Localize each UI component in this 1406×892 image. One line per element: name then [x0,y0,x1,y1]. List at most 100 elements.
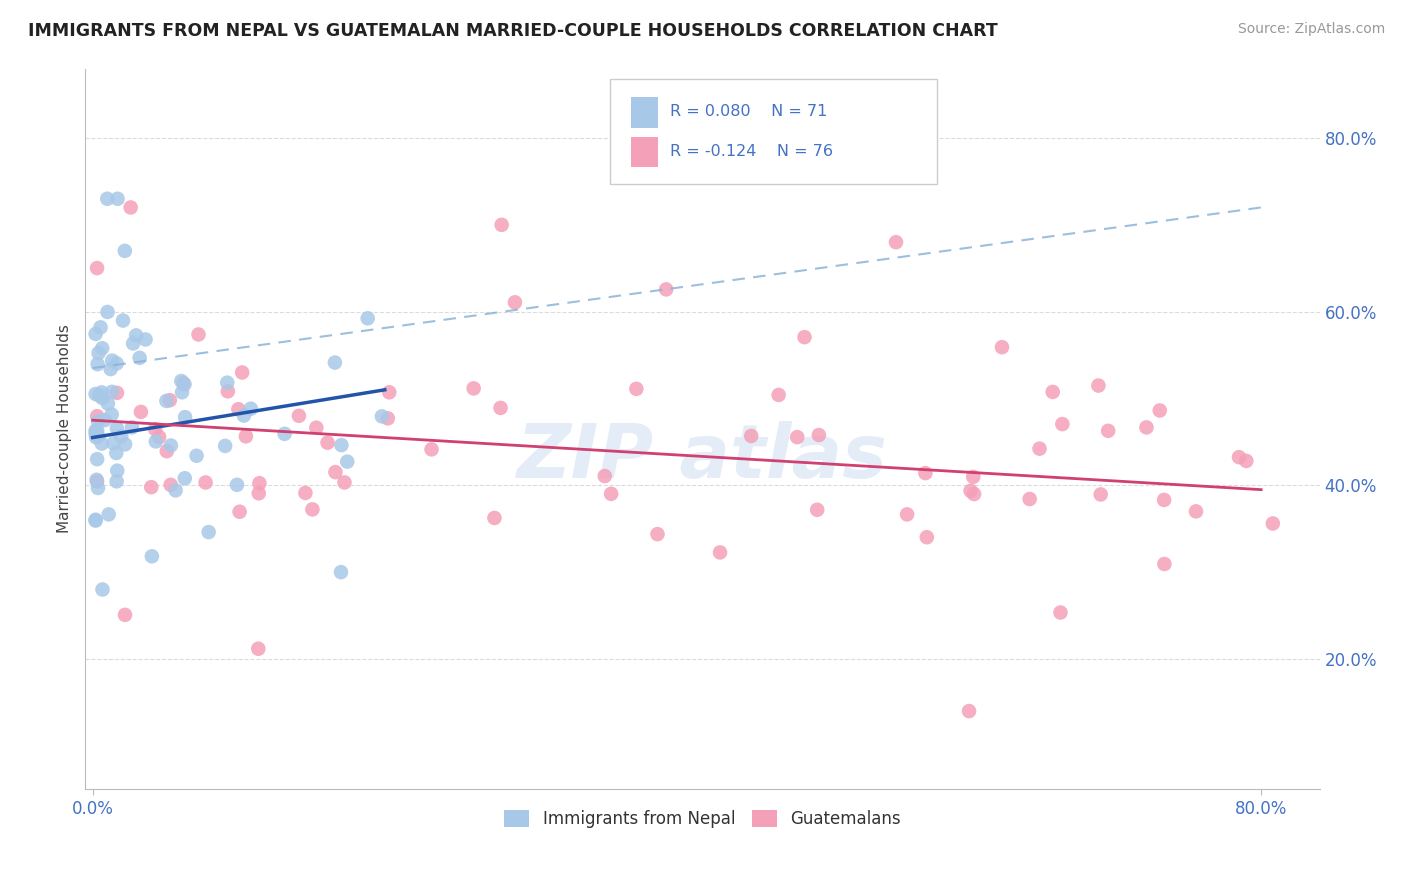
Point [101,353,124,368]
Point [122,336,145,351]
Point [273,426,295,441]
Point [249,476,271,491]
Point [155,393,177,408]
Point [173,377,195,392]
Point [600,487,623,501]
Point [96,192,118,206]
Point [232,409,254,423]
Point [1028,442,1050,456]
Text: ZIP atlas: ZIP atlas [517,421,889,494]
Point [288,409,311,423]
Point [963,487,986,501]
Point [170,385,193,400]
Point [247,641,270,656]
Point [489,401,512,415]
Point [333,475,356,490]
Point [159,478,181,492]
Point [463,381,485,395]
Point [1018,491,1040,506]
Point [655,282,678,296]
Point [97,397,120,411]
Point [1097,424,1119,438]
Point [301,502,323,516]
Point [228,505,250,519]
Point [87,414,110,428]
Point [228,402,250,417]
Point [491,218,513,232]
Point [915,530,938,544]
Point [125,328,148,343]
Point [87,346,110,360]
Point [1135,420,1157,434]
Point [896,508,918,522]
Point [217,376,239,390]
Point [294,486,316,500]
Point [217,384,239,399]
Point [86,473,108,487]
FancyBboxPatch shape [631,97,658,128]
Point [105,421,128,435]
Point [86,423,108,437]
Point [91,582,114,597]
Point [107,192,129,206]
Point [316,435,339,450]
Point [90,385,112,400]
Point [93,413,115,427]
Point [84,387,107,401]
Point [1185,504,1208,518]
Point [1090,487,1112,501]
Point [806,503,828,517]
Point [84,430,107,444]
Point [100,362,122,376]
Point [87,429,110,443]
Point [86,475,108,489]
Point [786,430,808,444]
Point [884,235,907,250]
Point [197,525,219,540]
Point [807,428,830,442]
Point [141,480,163,494]
Point [114,244,136,258]
Point [145,434,167,449]
Point [377,411,399,425]
Text: IMMIGRANTS FROM NEPAL VS GUATEMALAN MARRIED-COUPLE HOUSEHOLDS CORRELATION CHART: IMMIGRANTS FROM NEPAL VS GUATEMALAN MARR… [28,22,998,40]
Point [1234,454,1257,468]
Point [239,401,262,416]
Point [121,420,143,434]
Point [84,326,107,341]
Point [378,385,401,400]
Text: Source: ZipAtlas.com: Source: ZipAtlas.com [1237,22,1385,37]
Point [172,376,194,391]
Point [325,465,347,479]
Point [740,429,762,443]
Point [186,449,208,463]
Point [768,388,790,402]
Point [114,437,136,451]
Text: R = -0.124    N = 76: R = -0.124 N = 76 [671,144,834,159]
Point [86,357,108,371]
Point [593,469,616,483]
Point [914,466,936,480]
Point [103,436,125,450]
Point [105,356,128,370]
Point [1149,403,1171,417]
Point [170,374,193,388]
Point [165,483,187,498]
Point [305,420,328,434]
Point [1042,384,1064,399]
Point [1087,378,1109,392]
Point [793,330,815,344]
Point [86,261,108,276]
Point [148,430,170,444]
Point [128,351,150,365]
Point [1153,492,1175,507]
Point [709,545,731,559]
Point [371,409,394,424]
Point [84,513,107,527]
Point [105,385,128,400]
FancyBboxPatch shape [610,79,936,184]
Point [484,511,506,525]
Point [90,320,112,334]
Point [105,464,128,478]
FancyBboxPatch shape [631,137,658,168]
